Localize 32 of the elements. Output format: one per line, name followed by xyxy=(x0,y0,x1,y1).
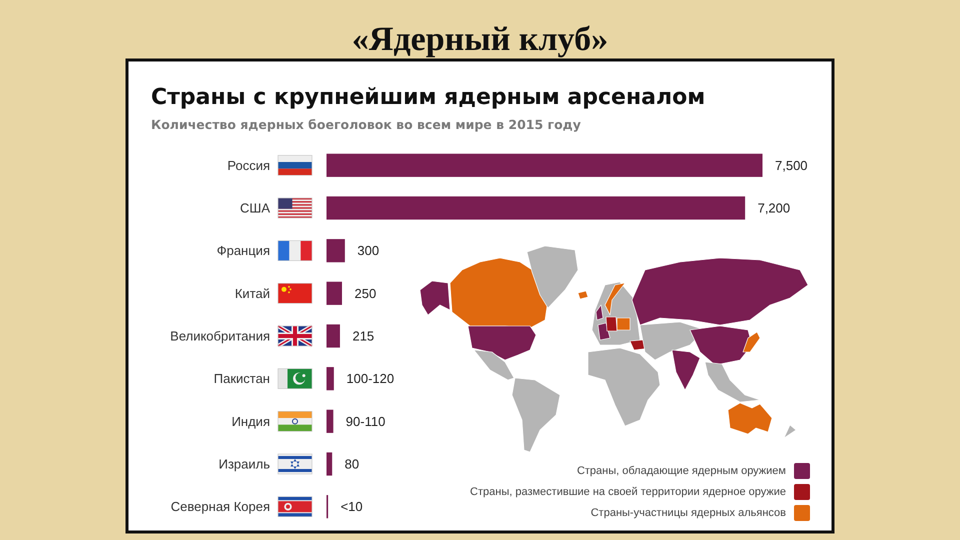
data-label: 80 xyxy=(344,456,360,472)
y-tick-label: Китай xyxy=(234,286,270,301)
bar xyxy=(326,282,342,305)
y-tick-label: Россия xyxy=(227,158,270,173)
data-label: 7,500 xyxy=(775,158,808,173)
data-label: <10 xyxy=(340,499,363,514)
chart-subtitle: Количество ядерных боеголовок во всем мире в 2015 году xyxy=(151,117,581,132)
data-label: 100-120 xyxy=(346,371,394,386)
y-tick-label: США xyxy=(240,200,270,216)
bar xyxy=(326,324,340,348)
annotation: Страны-участницы ядерных альянсов xyxy=(590,507,786,519)
bar xyxy=(326,239,345,262)
bar xyxy=(326,367,334,390)
annotation: Страны, разместившие на своей территории ядерное оружие xyxy=(470,486,786,498)
bar xyxy=(326,154,762,177)
bar xyxy=(326,452,332,476)
data-label: 7,200 xyxy=(758,200,790,216)
y-tick-label: Франция xyxy=(216,243,270,258)
data-label: 250 xyxy=(354,286,376,301)
data-label: 215 xyxy=(352,328,374,344)
y-tick-label: Северная Корея xyxy=(170,499,270,514)
data-label: 90-110 xyxy=(346,414,386,429)
data-label: 300 xyxy=(357,243,380,258)
y-tick-label: Великобритания xyxy=(170,328,270,344)
chart-title: Страны с крупнейшим ядерным арсеналом xyxy=(151,85,706,110)
annotation: Страны, обладающие ядерным оружием xyxy=(576,465,786,477)
bar xyxy=(326,410,334,433)
bar xyxy=(326,196,746,220)
y-tick-label: Индия xyxy=(232,414,270,429)
text: «Ядерный клуб» xyxy=(352,21,608,58)
y-tick-label: Пакистан xyxy=(214,371,270,386)
y-tick-label: Израиль xyxy=(218,456,270,472)
